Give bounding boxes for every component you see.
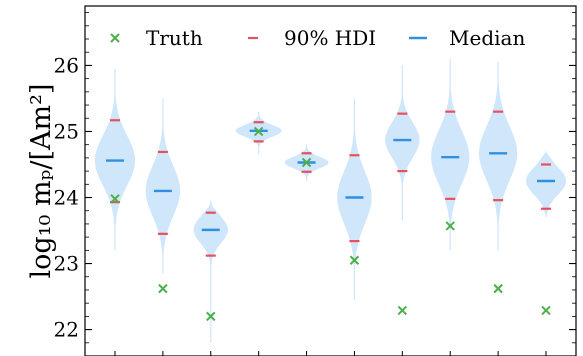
y-tick-label: 22 [54, 318, 79, 342]
legend-label-hdi: 90% HDI [284, 26, 376, 50]
truth-marker [206, 311, 216, 322]
truth-marker [445, 221, 455, 231]
truth-marker [301, 157, 312, 168]
violin-body [479, 62, 518, 251]
truth-marker [397, 305, 408, 316]
violin-body [337, 98, 372, 300]
y-axis-ticks: 22 23 24 25 26 [54, 12, 576, 356]
legend: Truth 90% HDI Median [110, 26, 525, 50]
truth-marker [493, 283, 503, 294]
truth-marker [110, 194, 120, 204]
violin-body [525, 151, 567, 218]
plot-area-frame [84, 5, 577, 356]
violin-body [235, 111, 282, 155]
y-tick-label: 24 [54, 186, 79, 210]
truth-marker [253, 126, 264, 137]
y-axis-label: log₁₀ mₚ/[Am²] [26, 84, 57, 279]
legend-truth-icon [110, 33, 120, 43]
legend-label-median: Median [449, 26, 525, 50]
violin-body [431, 58, 470, 251]
y-tick-label: 26 [54, 53, 79, 77]
truth-marker [349, 255, 360, 265]
y-tick-label: 23 [54, 252, 79, 276]
violin-body [145, 98, 181, 274]
legend-label-truth: Truth [146, 26, 203, 50]
truth-marker [158, 283, 168, 294]
violin-body [193, 200, 228, 343]
violin-body [385, 65, 420, 221]
y-tick-label: 25 [54, 119, 79, 143]
truth-marker [541, 305, 551, 316]
violins [94, 58, 567, 343]
